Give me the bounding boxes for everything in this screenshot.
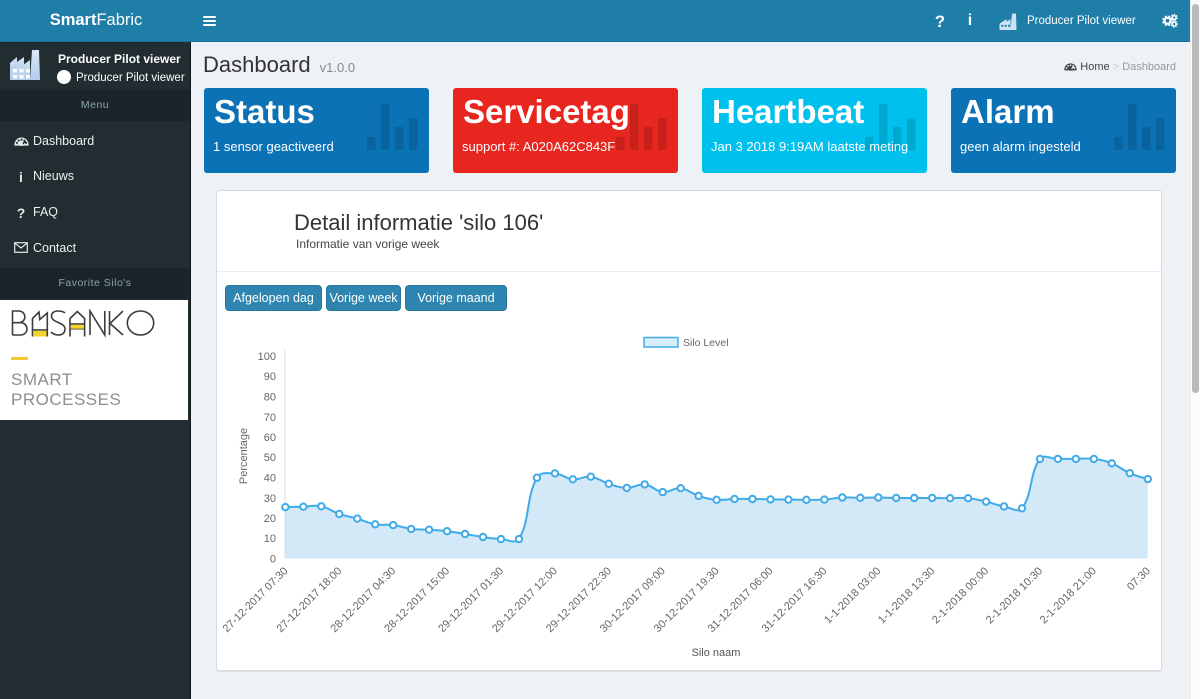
svg-text:2-1-2018 21:00: 2-1-2018 21:00	[1038, 565, 1099, 626]
svg-text:100: 100	[258, 351, 276, 363]
svg-text:Percentage: Percentage	[238, 428, 250, 484]
svg-text:60: 60	[264, 432, 276, 444]
svg-text:2-1-2018 10:30: 2-1-2018 10:30	[984, 565, 1045, 626]
svg-text:0: 0	[270, 554, 276, 566]
svg-text:07:30: 07:30	[1125, 565, 1153, 593]
svg-text:30: 30	[264, 493, 276, 505]
svg-text:70: 70	[264, 412, 276, 424]
svg-text:2-1-2018 00:00: 2-1-2018 00:00	[930, 565, 991, 626]
svg-text:20: 20	[264, 513, 276, 525]
svg-text:10: 10	[264, 533, 276, 545]
svg-text:80: 80	[264, 392, 276, 404]
svg-text:Silo naam: Silo naam	[692, 647, 741, 659]
svg-text:Silo Level: Silo Level	[683, 337, 729, 349]
svg-text:50: 50	[264, 452, 276, 464]
svg-text:1-1-2018 03:00: 1-1-2018 03:00	[822, 565, 883, 626]
svg-text:90: 90	[264, 371, 276, 383]
svg-text:40: 40	[264, 473, 276, 485]
svg-text:1-1-2018 13:30: 1-1-2018 13:30	[876, 565, 937, 626]
